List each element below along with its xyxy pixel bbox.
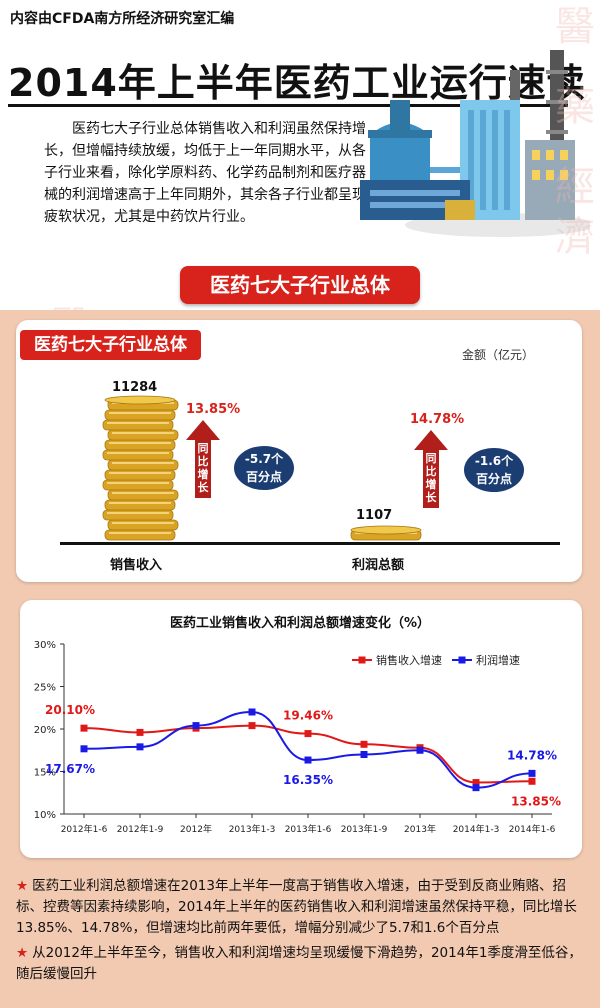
note-item: ★ 医药工业利润总额增速在2013年上半年一度高于销售收入增速，由于受到反商业贿赂…: [16, 876, 584, 939]
up-arrow-icon: [186, 420, 220, 498]
profit-value-label: 1107: [356, 508, 393, 523]
title-underline: [8, 104, 568, 107]
star-icon: ★: [16, 878, 29, 894]
bubble-line: -5.7个: [244, 452, 284, 466]
trend-card: [20, 600, 582, 858]
category-label-sales: 销售收入: [110, 558, 163, 573]
category-label-profit: 利润总额: [352, 558, 405, 573]
arrow-text: 同比增长: [197, 442, 209, 494]
note-item: ★ 从2012年上半年至今，销售收入和利润增速均呈现缓慢下滑趋势，2014年1季度…: [16, 943, 584, 985]
note-text: 从2012年上半年至今，销售收入和利润增速均呈现缓慢下滑趋势，2014年1季度滑…: [16, 945, 582, 982]
line-chart-title: 医药工业销售收入和利润总额增速变化（%）: [169, 616, 431, 631]
intro-paragraph: 医药七大子行业总体销售收入和利润虽然保持增长，但增幅持续放缓，均低于上一年同期水…: [44, 121, 366, 225]
up-arrow-icon: [414, 430, 448, 508]
page-title: 2014年上半年医药工业运行速读: [8, 61, 586, 105]
unit-label: 金额（亿元）: [462, 348, 535, 362]
arrow-text: 同比增长: [425, 452, 437, 504]
bubble-line: 百分点: [245, 470, 282, 484]
section-header: 医药七大子行业总体: [180, 266, 420, 304]
card-tag: 医药七大子行业总体: [20, 330, 201, 360]
bubble-line: -1.6个: [474, 454, 514, 468]
factory-illustration: [360, 50, 590, 237]
star-icon: ★: [16, 945, 29, 961]
sales-value-label: 11284: [112, 380, 158, 395]
bubble-line: 百分点: [475, 472, 512, 486]
bar-baseline: [60, 542, 560, 545]
note-text: 医药工业利润总额增速在2013年上半年一度高于销售收入增速，由于受到反商业贿赂、…: [16, 878, 577, 936]
sales-growth-label: 13.85%: [186, 402, 241, 417]
notes: ★ 医药工业利润总额增速在2013年上半年一度高于销售收入增速，由于受到反商业贿赂…: [16, 876, 584, 989]
sales-change-bubble: -5.7个 百分点: [234, 446, 294, 490]
source-line: 内容由CFDA南方所经济研究室汇编: [10, 11, 235, 27]
profit-change-bubble: -1.6个 百分点: [464, 448, 524, 492]
profit-growth-label: 14.78%: [410, 412, 465, 427]
